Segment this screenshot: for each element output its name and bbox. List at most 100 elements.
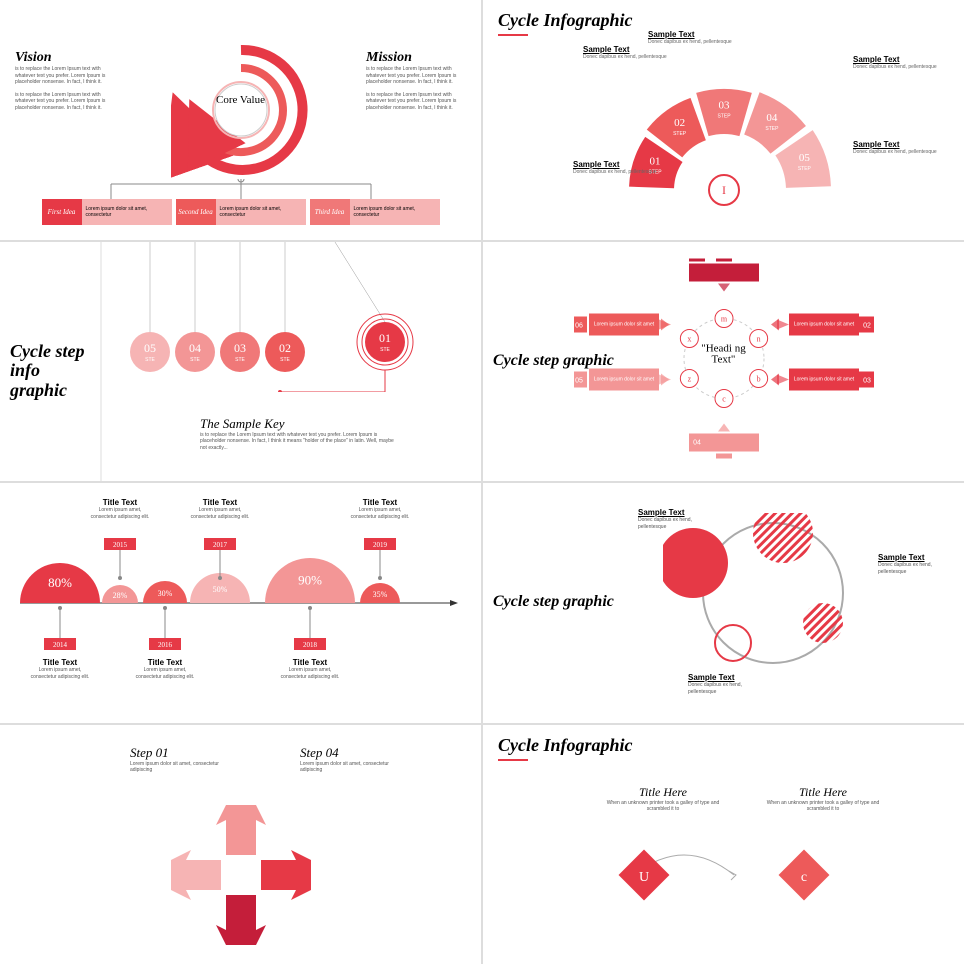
label-t: Lorem ipsum amet, consectetur adipiscing… <box>280 667 340 680</box>
slide-3-pendulum: Cycle step info graphic 05STE04STE03STE0… <box>0 242 481 482</box>
svg-text:Lorem ipsum dolor sit amet: Lorem ipsum dolor sit amet <box>593 377 654 383</box>
svg-text:06: 06 <box>575 323 583 330</box>
svg-text:n: n <box>756 335 760 344</box>
mission-text-1: is to replace the Lorem Ipsum text with … <box>366 66 466 86</box>
slide2-title: Cycle Infographic <box>498 10 633 31</box>
svg-text:02: 02 <box>279 341 291 355</box>
idea-label: First Idea <box>42 199 82 225</box>
sample-t: Donec dapibus ex hend, pellentesque <box>853 149 937 155</box>
svg-text:Lorem ipsum dolor sit amet: Lorem ipsum dolor sit amet <box>593 322 654 328</box>
sample-text-3: Sample TextDonec dapibus ex hend, pellen… <box>853 140 937 155</box>
label-h: Title Text <box>135 658 195 667</box>
arrow-cycle <box>141 785 341 964</box>
svg-text:STEP: STEP <box>717 114 731 120</box>
svg-text:b: b <box>756 375 760 384</box>
label-h: Title Text <box>90 498 150 507</box>
svg-text:2015: 2015 <box>113 541 128 549</box>
th-h: Title Here <box>603 785 723 800</box>
core-value-spiral: Core Value <box>171 40 311 185</box>
sample-h: Sample Text <box>648 30 732 39</box>
sample-1: Sample TextDonec dapibus ex hend, pellen… <box>878 553 958 575</box>
svg-text:04: 04 <box>693 440 701 447</box>
sample-h: Sample Text <box>583 45 667 54</box>
svg-text:2016: 2016 <box>158 641 173 649</box>
svg-text:U: U <box>638 870 648 885</box>
svg-text:02: 02 <box>863 323 871 330</box>
timeline-label-top-2: Title TextLorem ipsum amet, consectetur … <box>350 498 410 520</box>
title-underline <box>498 34 528 36</box>
th-t: When an unknown printer took a galley of… <box>603 800 723 813</box>
timeline-label-bot-0: Title TextLorem ipsum amet, consectetur … <box>30 658 90 680</box>
svg-text:Lorem ipsum dolor sit amet: Lorem ipsum dolor sit amet <box>793 322 854 328</box>
svg-text:STE: STE <box>145 357 155 363</box>
step-04: Step 04 Lorem ipsum dolor sit amet, cons… <box>300 745 400 774</box>
sample-h: Sample Text <box>853 140 937 149</box>
sample-t: Donec dapibus ex hend, pellentesque <box>688 682 768 695</box>
svg-text:30%: 30% <box>158 589 173 598</box>
label-t: Lorem ipsum amet, consectetur adipiscing… <box>135 667 195 680</box>
svg-text:2018: 2018 <box>303 641 318 649</box>
svg-text:05: 05 <box>575 378 583 385</box>
sample-t: Donec dapibus ex hend, pellentesque <box>853 64 937 70</box>
svg-text:2017: 2017 <box>213 541 228 549</box>
mission-heading: Mission <box>366 50 466 66</box>
svg-text:STE: STE <box>190 357 200 363</box>
slide-6-circles: Cycle step graphic Sample TextDonec dapi… <box>483 483 964 723</box>
sample-h: Sample Text <box>573 160 657 169</box>
svg-text:02: 02 <box>674 117 685 129</box>
step-01-t: Lorem ipsum dolor sit amet, consectetur … <box>130 761 230 774</box>
svg-text:03: 03 <box>234 341 246 355</box>
sample-t: Donec dapibus ex hend, pellentesque <box>878 562 958 575</box>
slide-5-timeline: 80%28%30%50%90%35%2015201720192014201620… <box>0 483 481 723</box>
svg-text:c: c <box>800 870 806 885</box>
svg-text:90%: 90% <box>298 573 322 588</box>
sample-t: Donec dapibus ex hend, pellentesque <box>648 39 732 45</box>
slide-4-hexcycle: Cycle step graphic mnbczx01Lorem ipsum d… <box>483 242 964 482</box>
sample-key-heading: The Sample Key <box>200 416 400 432</box>
svg-text:05: 05 <box>798 152 810 164</box>
label-h: Title Text <box>350 498 410 507</box>
sample-t: Donec dapibus ex hend, pellentesque <box>583 54 667 60</box>
svg-text:c: c <box>722 395 726 404</box>
svg-text:STE: STE <box>280 357 290 363</box>
label-h: Title Text <box>190 498 250 507</box>
vision-heading: Vision <box>15 50 115 66</box>
sample-text-2: Sample TextDonec dapibus ex hend, pellen… <box>853 55 937 70</box>
svg-text:x: x <box>687 335 691 344</box>
slide-2-cycle-fan: Cycle Infographic 01STEP02STEP03STEP04ST… <box>483 0 964 240</box>
core-value-label: Core Value <box>171 95 311 106</box>
sample-2: Sample TextDonec dapibus ex hend, pellen… <box>688 673 768 695</box>
sample-key-block: The Sample Key is to replace the Lorem I… <box>200 416 400 452</box>
svg-text:03: 03 <box>718 100 730 112</box>
label-t: Lorem ipsum amet, consectetur adipiscing… <box>90 507 150 520</box>
slide8-title: Cycle Infographic <box>498 735 633 756</box>
th-t: When an unknown printer took a galley of… <box>763 800 883 813</box>
idea-text: Lorem ipsum dolor sit amet, consectetur <box>216 199 306 225</box>
label-t: Lorem ipsum amet, consectetur adipiscing… <box>30 667 90 680</box>
svg-text:STEP: STEP <box>673 131 687 137</box>
svg-text:I: I <box>722 183 726 197</box>
sample-h: Sample Text <box>878 553 958 562</box>
sample-text-0: Sample TextDonec dapibus ex hend, pellen… <box>583 45 667 60</box>
step-04-h: Step 04 <box>300 745 400 761</box>
svg-text:Lorem ipsum dolor sit amet: Lorem ipsum dolor sit amet <box>793 377 854 383</box>
timeline-label-top-0: Title TextLorem ipsum amet, consectetur … <box>90 498 150 520</box>
slide6-title: Cycle step graphic <box>493 593 614 611</box>
svg-text:05: 05 <box>144 341 156 355</box>
svg-text:50%: 50% <box>213 585 228 594</box>
timeline-label-bot-2: Title TextLorem ipsum amet, consectetur … <box>280 658 340 680</box>
sample-text-1: Sample TextDonec dapibus ex hend, pellen… <box>648 30 732 45</box>
sample-text-4: Sample TextDonec dapibus ex hend, pellen… <box>573 160 657 175</box>
vision-text-2: is to replace the Lorem Ipsum text with … <box>15 92 115 112</box>
timeline-label-bot-1: Title TextLorem ipsum amet, consectetur … <box>135 658 195 680</box>
svg-text:z: z <box>687 375 691 384</box>
slide-7-arrows: Step 01 Lorem ipsum dolor sit amet, cons… <box>0 725 481 964</box>
svg-text:2014: 2014 <box>53 641 68 649</box>
svg-text:03: 03 <box>863 378 871 385</box>
sample-h: Sample Text <box>638 508 718 517</box>
step-01: Step 01 Lorem ipsum dolor sit amet, cons… <box>130 745 230 774</box>
slide3-title: Cycle step info graphic <box>10 342 90 401</box>
svg-text:35%: 35% <box>373 590 388 599</box>
idea-label: Third Idea <box>310 199 350 225</box>
ideas-row: First Idea Lorem ipsum dolor sit amet, c… <box>42 199 440 225</box>
